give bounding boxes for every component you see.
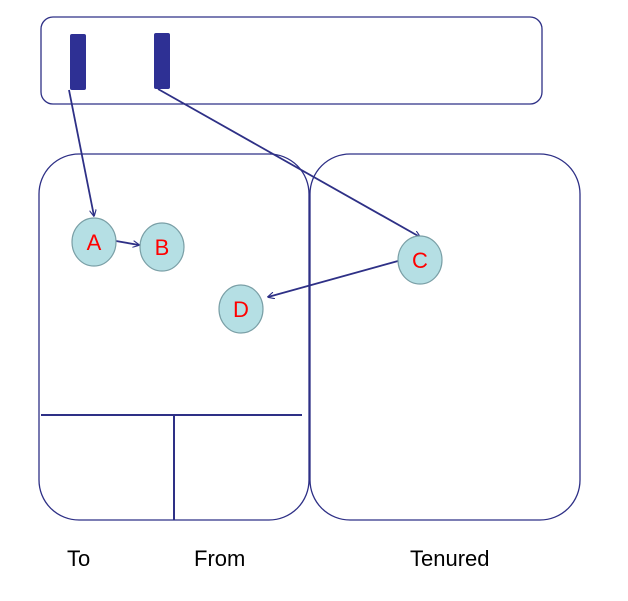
object-node-a: A (71, 217, 117, 267)
reference-arrow-c-to-d (268, 260, 399, 297)
root-set-box (40, 16, 543, 105)
edges (68, 88, 420, 297)
reference-arrow-a-to-b (115, 240, 139, 245)
object-node-b: B (139, 222, 185, 272)
node-label: D (233, 297, 249, 322)
reference-arrow-root-1-to-a (68, 89, 94, 216)
from-space-label: From (194, 546, 245, 571)
tenured-label: Tenured (410, 546, 490, 571)
to-space-label: To (67, 546, 90, 571)
object-node-d: D (218, 284, 264, 334)
tenured-generation-box (309, 153, 581, 521)
node-label: B (155, 235, 170, 260)
reference-arrow-root-2-to-c (157, 88, 420, 237)
root-reference (70, 34, 86, 90)
object-node-c: C (397, 235, 443, 285)
root-reference (154, 33, 170, 89)
node-label: C (412, 248, 428, 273)
node-label: A (87, 230, 102, 255)
